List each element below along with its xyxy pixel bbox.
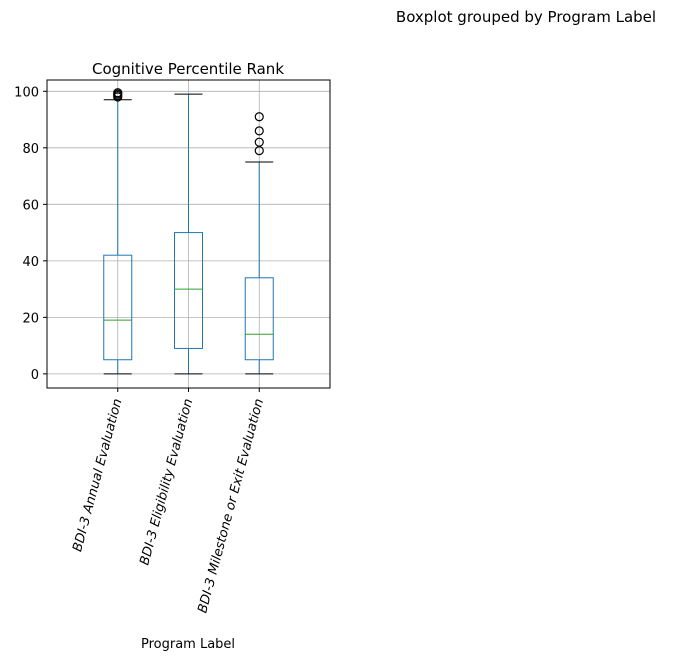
outlier-point <box>254 126 264 136</box>
y-tick-label: 40 <box>22 255 39 270</box>
x-tick-label: BDI-3 Milestone or Exit Evaluation <box>195 397 267 615</box>
y-tick-label: 20 <box>22 311 39 326</box>
box-group <box>244 112 274 375</box>
y-tick-label: 80 <box>22 142 39 157</box>
outlier-point <box>113 88 123 98</box>
y-axis: 0 20 40 60 80 100 <box>14 85 47 383</box>
outlier-point <box>254 137 264 147</box>
y-tick-label: 100 <box>14 85 39 100</box>
iqr-box <box>244 277 274 361</box>
iqr-box <box>103 254 133 361</box>
y-tick-label: 0 <box>31 368 39 383</box>
chart-title: Cognitive Percentile Rank <box>92 60 284 78</box>
x-axis: BDI-3 Annual Evaluation BDI-3 Eligibility… <box>70 388 267 615</box>
y-tick-label: 60 <box>22 198 39 213</box>
box-group <box>174 93 203 375</box>
figure-suptitle: Boxplot grouped by Program Label <box>396 8 656 26</box>
iqr-box <box>174 232 203 349</box>
box-group <box>103 88 133 375</box>
x-axis-label: Program Label <box>141 637 235 652</box>
outlier-point <box>254 112 264 122</box>
boxes-layer <box>103 88 274 375</box>
x-tick-label: BDI-3 Eligibility Evaluation <box>137 397 196 567</box>
x-tick-label: BDI-3 Annual Evaluation <box>70 397 125 553</box>
